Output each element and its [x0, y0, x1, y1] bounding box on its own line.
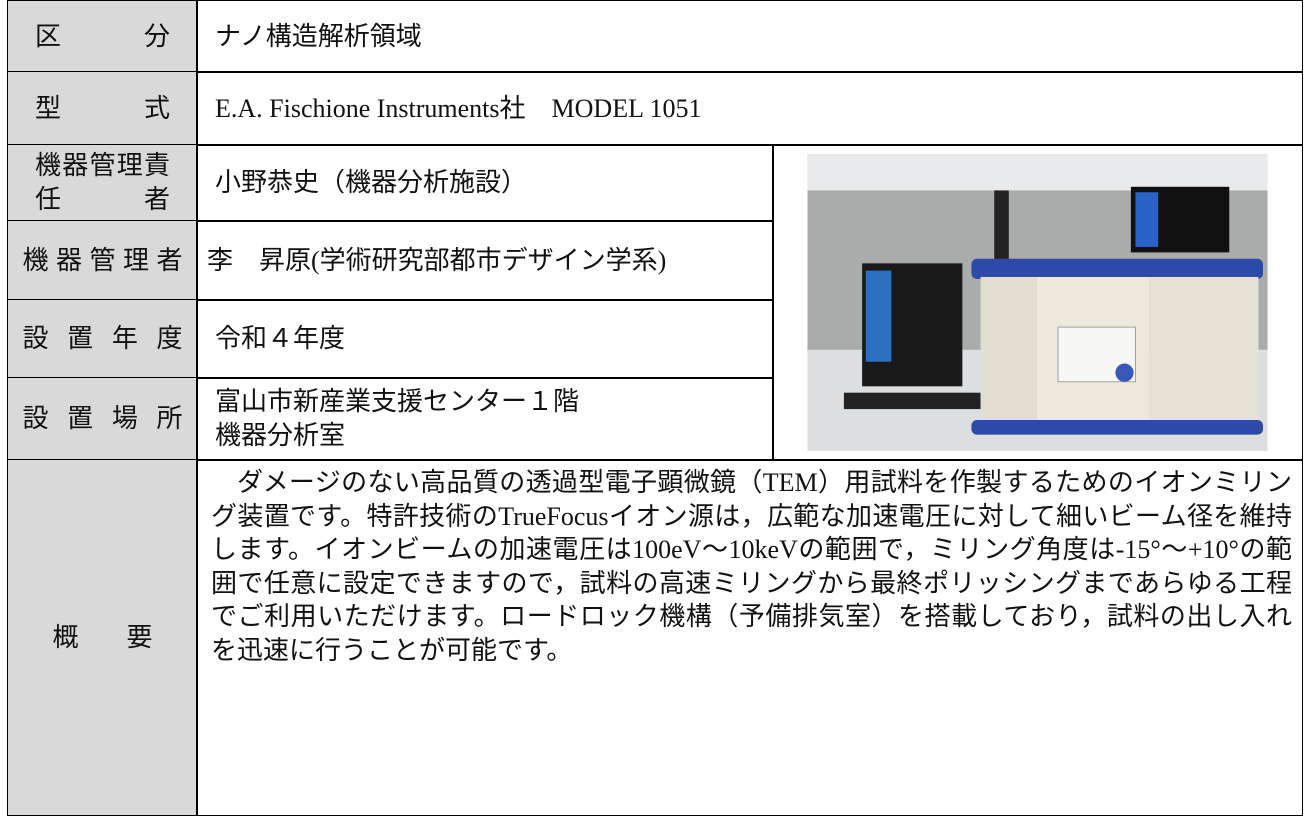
value: E.A. Fischione Instruments社 MODEL 1051	[215, 93, 702, 123]
value-line: 富山市新産業支援センター１階	[215, 387, 580, 416]
logo-dot	[1115, 363, 1134, 382]
ceiling	[807, 154, 1268, 191]
value: 小野恭史（機器分析施設）	[215, 168, 528, 197]
label: 機器管理者	[22, 245, 183, 275]
housing-left	[980, 276, 1038, 423]
label-cell: 設置場所	[7, 377, 198, 461]
column	[994, 190, 1009, 264]
value-cell: 小野恭史（機器分析施設）	[196, 144, 774, 222]
keyboard	[843, 392, 981, 410]
photo	[807, 154, 1268, 451]
label: 型式	[35, 93, 170, 123]
label-cell: 型式	[7, 71, 198, 146]
housing-side	[1149, 276, 1259, 423]
label-cell: 機器管理者	[7, 220, 198, 301]
touch-panel-screen	[1135, 192, 1159, 247]
label-cell: 機器管理責任者	[7, 144, 198, 222]
value-cell: 富山市新産業支援センター１階 機器分析室	[196, 377, 774, 461]
monitor-screen	[865, 270, 892, 362]
label: 概要	[52, 622, 153, 652]
value: 富山市新産業支援センター１階 機器分析室	[215, 385, 579, 453]
value-line: 機器分析室	[215, 421, 346, 450]
value-cell: 李 昇原(学術研究部都市デザイン学系)	[196, 220, 774, 301]
value-cell: ダメージのない高品質の透過型電子顕微鏡（TEM）用試料を作製するためのイオンミリ…	[196, 459, 1303, 816]
label-cell: 設置年度	[7, 299, 198, 379]
label: 設置場所	[22, 404, 183, 433]
top-plate	[971, 258, 1263, 279]
label: 設置年度	[22, 324, 183, 353]
value: 令和４年度	[215, 324, 346, 353]
label-cell: 概要	[7, 459, 198, 816]
value: 李 昇原(学術研究部都市デザイン学系)	[207, 245, 667, 275]
value: ナノ構造解析領域	[215, 21, 422, 51]
value-cell: 令和４年度	[196, 299, 774, 379]
label: 機器管理責任者	[35, 151, 170, 214]
logo-plate	[1057, 326, 1136, 383]
label: 区分	[35, 21, 170, 51]
photo-cell	[772, 144, 1303, 461]
base	[971, 420, 1263, 435]
summary-text: ダメージのない高品質の透過型電子顕微鏡（TEM）用試料を作製するためのイオンミリ…	[211, 468, 1292, 665]
label-cell: 区分	[7, 0, 198, 73]
value-cell: E.A. Fischione Instruments社 MODEL 1051	[196, 71, 1303, 146]
value-cell: ナノ構造解析領域	[196, 0, 1303, 73]
